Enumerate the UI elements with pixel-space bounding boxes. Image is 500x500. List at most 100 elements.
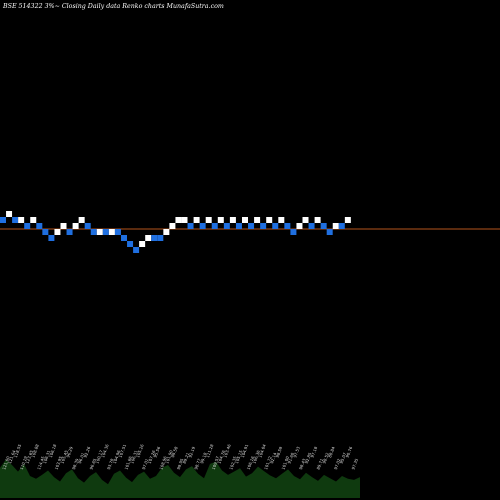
volume-label: 103.46 [222, 443, 232, 458]
volume-label: 97.18 [310, 445, 319, 458]
volume-label: 106.31 [129, 449, 139, 464]
volume-label: 104.76 [217, 449, 227, 464]
renko-brick-up [314, 217, 321, 223]
renko-brick-down [121, 235, 127, 241]
volume-label: 95.56 [153, 445, 162, 458]
renko-brick-down [290, 229, 297, 235]
renko-brick-down [157, 235, 164, 241]
renko-brick-up [217, 217, 224, 223]
renko-brick-up [344, 217, 351, 223]
renko-brick-down [36, 223, 43, 229]
renko-brick-down [133, 247, 140, 253]
volume-label: 104.91 [240, 443, 250, 458]
renko-brick-up [254, 217, 261, 223]
renko-brick-down [84, 223, 91, 229]
renko-brick-down [338, 223, 345, 229]
renko-brick-down [272, 223, 279, 229]
volume-label: 105.26 [135, 443, 145, 458]
volume-label: 111.28 [205, 443, 215, 458]
volume-label: 99.18 [199, 451, 208, 464]
volume-label: 106.31 [42, 449, 52, 464]
renko-brick-up [242, 217, 248, 223]
renko-brick-up [229, 217, 236, 223]
volume-label: 96.65 [89, 457, 98, 470]
volume-label: 98.52 [321, 451, 330, 464]
volume-label: 109.57 [211, 455, 221, 470]
renko-brick-up [6, 211, 13, 217]
renko-brick-up [30, 217, 37, 223]
renko-brick-up [205, 217, 212, 223]
volume-labels-group: 121.00121.64118.55110.19123.65108.88114.… [1, 443, 359, 470]
volume-label: 108.96 [158, 455, 168, 470]
volume-label: 89.71 [316, 457, 325, 470]
volume-label: 90.76 [345, 445, 354, 458]
volume-label: 97.53 [292, 445, 301, 458]
volume-label: 107.51 [118, 443, 128, 458]
renko-brick-down [24, 223, 31, 229]
volume-label: 103.95 [54, 455, 64, 470]
renko-brick-down [320, 223, 327, 229]
renko-brick-up [175, 217, 182, 223]
volume-label: 104.96 [112, 449, 122, 464]
volume-label: 92.85 [304, 451, 313, 464]
renko-brick-down [42, 229, 49, 235]
renko-brick-down [326, 229, 333, 235]
volume-label: 118.55 [13, 443, 23, 458]
volume-label: 100.17 [94, 449, 104, 464]
renko-brick-down [211, 223, 218, 229]
volume-area-group [0, 459, 360, 498]
renko-brick-down [66, 229, 73, 235]
volume-label: 98.43 [298, 457, 307, 470]
renko-brick-up [96, 229, 103, 235]
renko-brick-down [151, 235, 158, 241]
renko-brick-down [114, 229, 121, 235]
renko-brick-down [235, 223, 242, 229]
renko-brick-down [308, 223, 315, 229]
renko-brick-down [127, 241, 134, 247]
renko-brick-up [54, 229, 61, 235]
volume-label: 97.35 [350, 457, 359, 470]
volume-label: 102.35 [228, 455, 238, 470]
chart-title: BSE 514322 3%~ Closing Daily data Renko … [2, 3, 224, 10]
renko-brick-down [102, 229, 109, 235]
renko-brick-down [0, 217, 6, 223]
renko-brick-down [284, 223, 291, 229]
renko-brick-up [78, 217, 85, 223]
renko-brick-down [248, 223, 255, 229]
volume-label: 110.19 [19, 455, 29, 470]
renko-brick-up [18, 217, 25, 223]
renko-brick-up [139, 241, 146, 247]
volume-label: 106.36 [251, 449, 261, 464]
volume-label: 105.45 [59, 449, 69, 464]
volume-label: 105.15 [234, 449, 244, 464]
renko-brick-up [169, 223, 176, 229]
renko-brick-up [163, 229, 170, 235]
volume-label: 92.26 [83, 445, 92, 458]
volume-label: 107.26 [147, 449, 157, 464]
renko-brick-up [181, 217, 188, 223]
volume-label: 96.01 [77, 451, 86, 464]
volume-label: 99.95 [176, 457, 185, 470]
volume-label: 99.58 [170, 445, 179, 458]
volume-label: 89.21 [182, 451, 191, 464]
volume-label: 121.64 [7, 449, 17, 464]
renko-brick-down [223, 223, 230, 229]
volume-area [0, 459, 360, 498]
volume-label: 95.07 [339, 451, 348, 464]
renko-brick-down [260, 223, 267, 229]
renko-brick-up [193, 217, 200, 223]
renko-brick-up [302, 217, 309, 223]
volume-label: 98.59 [275, 445, 284, 458]
volume-label: 88.84 [327, 445, 336, 458]
volume-label: 101.72 [263, 455, 273, 470]
renko-brick-down [12, 217, 19, 223]
renko-brick-up [72, 223, 79, 229]
renko-brick-up [332, 223, 339, 229]
volume-label: 101.90 [164, 449, 174, 464]
bricks-group [0, 211, 351, 253]
volume-label: 101.66 [123, 455, 133, 470]
renko-brick-up [266, 217, 273, 223]
volume-label: 108.88 [30, 443, 40, 458]
volume-label: 104.36 [100, 443, 110, 458]
